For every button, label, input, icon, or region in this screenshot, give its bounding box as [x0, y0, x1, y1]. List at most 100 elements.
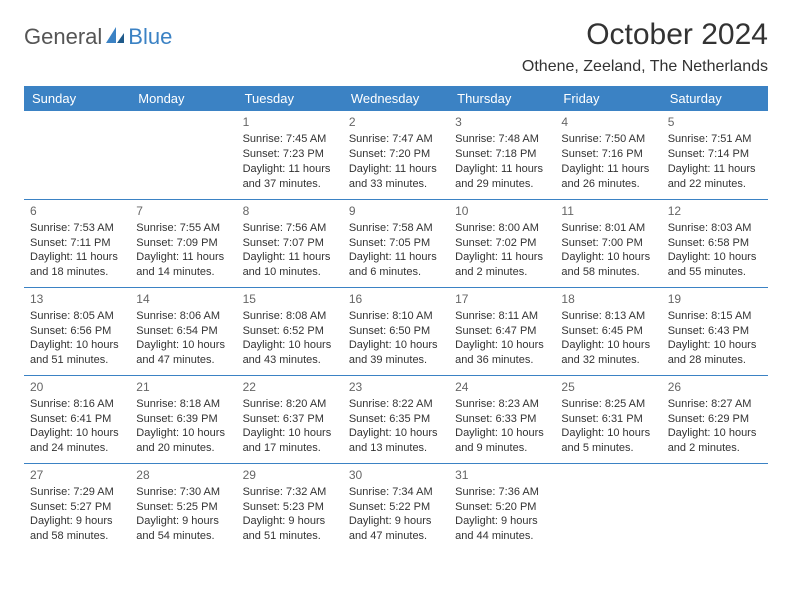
daylight-text: Daylight: 10 hours and 51 minutes.: [30, 338, 124, 368]
daylight-text: Daylight: 9 hours and 58 minutes.: [30, 514, 124, 544]
day-number: 15: [243, 291, 337, 307]
weekday-header: Wednesday: [343, 86, 449, 111]
sunrise-text: Sunrise: 7:47 AM: [349, 132, 443, 147]
day-number: 8: [243, 203, 337, 219]
calendar-day: 8Sunrise: 7:56 AMSunset: 7:07 PMDaylight…: [237, 199, 343, 287]
day-number: 25: [561, 379, 655, 395]
sunset-text: Sunset: 7:20 PM: [349, 147, 443, 162]
day-number: 28: [136, 467, 230, 483]
daylight-text: Daylight: 11 hours and 33 minutes.: [349, 162, 443, 192]
calendar-day: 5Sunrise: 7:51 AMSunset: 7:14 PMDaylight…: [662, 111, 768, 199]
sunrise-text: Sunrise: 7:30 AM: [136, 485, 230, 500]
sunrise-text: Sunrise: 8:10 AM: [349, 309, 443, 324]
calendar-header: SundayMondayTuesdayWednesdayThursdayFrid…: [24, 86, 768, 111]
weekday-header: Saturday: [662, 86, 768, 111]
calendar-empty: [555, 463, 661, 551]
calendar-day: 6Sunrise: 7:53 AMSunset: 7:11 PMDaylight…: [24, 199, 130, 287]
sunset-text: Sunset: 7:14 PM: [668, 147, 762, 162]
daylight-text: Daylight: 10 hours and 17 minutes.: [243, 426, 337, 456]
sunrise-text: Sunrise: 8:13 AM: [561, 309, 655, 324]
daylight-text: Daylight: 10 hours and 55 minutes.: [668, 250, 762, 280]
sunset-text: Sunset: 5:27 PM: [30, 500, 124, 515]
day-number: 4: [561, 114, 655, 130]
day-number: 7: [136, 203, 230, 219]
sunset-text: Sunset: 5:25 PM: [136, 500, 230, 515]
sunset-text: Sunset: 6:33 PM: [455, 412, 549, 427]
day-number: 17: [455, 291, 549, 307]
calendar-day: 4Sunrise: 7:50 AMSunset: 7:16 PMDaylight…: [555, 111, 661, 199]
day-number: 29: [243, 467, 337, 483]
sunset-text: Sunset: 6:41 PM: [30, 412, 124, 427]
calendar-day: 3Sunrise: 7:48 AMSunset: 7:18 PMDaylight…: [449, 111, 555, 199]
calendar-day: 25Sunrise: 8:25 AMSunset: 6:31 PMDayligh…: [555, 375, 661, 463]
day-number: 10: [455, 203, 549, 219]
sunset-text: Sunset: 7:16 PM: [561, 147, 655, 162]
title-block: October 2024 Othene, Zeeland, The Nether…: [522, 18, 768, 76]
sunset-text: Sunset: 6:56 PM: [30, 324, 124, 339]
sunset-text: Sunset: 6:29 PM: [668, 412, 762, 427]
sunset-text: Sunset: 7:00 PM: [561, 236, 655, 251]
daylight-text: Daylight: 11 hours and 10 minutes.: [243, 250, 337, 280]
sunrise-text: Sunrise: 8:27 AM: [668, 397, 762, 412]
calendar-day: 24Sunrise: 8:23 AMSunset: 6:33 PMDayligh…: [449, 375, 555, 463]
daylight-text: Daylight: 10 hours and 5 minutes.: [561, 426, 655, 456]
day-number: 11: [561, 203, 655, 219]
calendar-day: 19Sunrise: 8:15 AMSunset: 6:43 PMDayligh…: [662, 287, 768, 375]
daylight-text: Daylight: 11 hours and 29 minutes.: [455, 162, 549, 192]
weekday-header: Friday: [555, 86, 661, 111]
weekday-header: Tuesday: [237, 86, 343, 111]
calendar-day: 23Sunrise: 8:22 AMSunset: 6:35 PMDayligh…: [343, 375, 449, 463]
day-number: 27: [30, 467, 124, 483]
sunrise-text: Sunrise: 7:48 AM: [455, 132, 549, 147]
day-number: 3: [455, 114, 549, 130]
calendar-day: 28 Sunrise: 7:30 AMSunset: 5:25 PMDayligh…: [130, 463, 236, 551]
sunset-text: Sunset: 6:45 PM: [561, 324, 655, 339]
sunset-text: Sunset: 7:11 PM: [30, 236, 124, 251]
sunrise-text: Sunrise: 7:29 AM: [30, 485, 124, 500]
calendar-day: 10Sunrise: 8:00 AMSunset: 7:02 PMDayligh…: [449, 199, 555, 287]
calendar-day: 26Sunrise: 8:27 AMSunset: 6:29 PMDayligh…: [662, 375, 768, 463]
sunset-text: Sunset: 5:23 PM: [243, 500, 337, 515]
sunset-text: Sunset: 6:43 PM: [668, 324, 762, 339]
weekday-header: Monday: [130, 86, 236, 111]
calendar-day: 11Sunrise: 8:01 AMSunset: 7:00 PMDayligh…: [555, 199, 661, 287]
sunrise-text: Sunrise: 8:16 AM: [30, 397, 124, 412]
calendar-day: 15Sunrise: 8:08 AMSunset: 6:52 PMDayligh…: [237, 287, 343, 375]
sunrise-text: Sunrise: 8:23 AM: [455, 397, 549, 412]
weekday-header: Thursday: [449, 86, 555, 111]
calendar-empty: [24, 111, 130, 199]
logo: General Blue: [24, 18, 172, 50]
day-number: 26: [668, 379, 762, 395]
daylight-text: Daylight: 10 hours and 9 minutes.: [455, 426, 549, 456]
daylight-text: Daylight: 10 hours and 47 minutes.: [136, 338, 230, 368]
sunrise-text: Sunrise: 7:53 AM: [30, 221, 124, 236]
calendar-row: 27Sunrise: 7:29 AMSunset: 5:27 PMDayligh…: [24, 463, 768, 551]
calendar-day: 18Sunrise: 8:13 AMSunset: 6:45 PMDayligh…: [555, 287, 661, 375]
calendar-day: 31Sunrise: 7:36 AMSunset: 5:20 PMDayligh…: [449, 463, 555, 551]
sunset-text: Sunset: 7:09 PM: [136, 236, 230, 251]
calendar-day: 13Sunrise: 8:05 AMSunset: 6:56 PMDayligh…: [24, 287, 130, 375]
sunrise-text: Sunrise: 8:06 AM: [136, 309, 230, 324]
sunrise-text: Sunrise: 7:56 AM: [243, 221, 337, 236]
sunrise-text: Sunrise: 7:51 AM: [668, 132, 762, 147]
day-number: 1: [243, 114, 337, 130]
daylight-text: Daylight: 9 hours and 54 minutes.: [136, 514, 230, 544]
daylight-text: Daylight: 10 hours and 20 minutes.: [136, 426, 230, 456]
calendar-day: 9Sunrise: 7:58 AMSunset: 7:05 PMDaylight…: [343, 199, 449, 287]
daylight-text: Daylight: 10 hours and 24 minutes.: [30, 426, 124, 456]
sunset-text: Sunset: 6:50 PM: [349, 324, 443, 339]
sunrise-text: Sunrise: 8:00 AM: [455, 221, 549, 236]
day-number: 9: [349, 203, 443, 219]
sunset-text: Sunset: 5:20 PM: [455, 500, 549, 515]
calendar-day: 12Sunrise: 8:03 AMSunset: 6:58 PMDayligh…: [662, 199, 768, 287]
calendar-day: 22Sunrise: 8:20 AMSunset: 6:37 PMDayligh…: [237, 375, 343, 463]
sunset-text: Sunset: 5:22 PM: [349, 500, 443, 515]
sunset-text: Sunset: 6:39 PM: [136, 412, 230, 427]
calendar-day: 17Sunrise: 8:11 AMSunset: 6:47 PMDayligh…: [449, 287, 555, 375]
sunrise-text: Sunrise: 8:22 AM: [349, 397, 443, 412]
day-number: 14: [136, 291, 230, 307]
daylight-text: Daylight: 9 hours and 44 minutes.: [455, 514, 549, 544]
daylight-text: Daylight: 9 hours and 47 minutes.: [349, 514, 443, 544]
day-number: 30: [349, 467, 443, 483]
sunrise-text: Sunrise: 8:01 AM: [561, 221, 655, 236]
